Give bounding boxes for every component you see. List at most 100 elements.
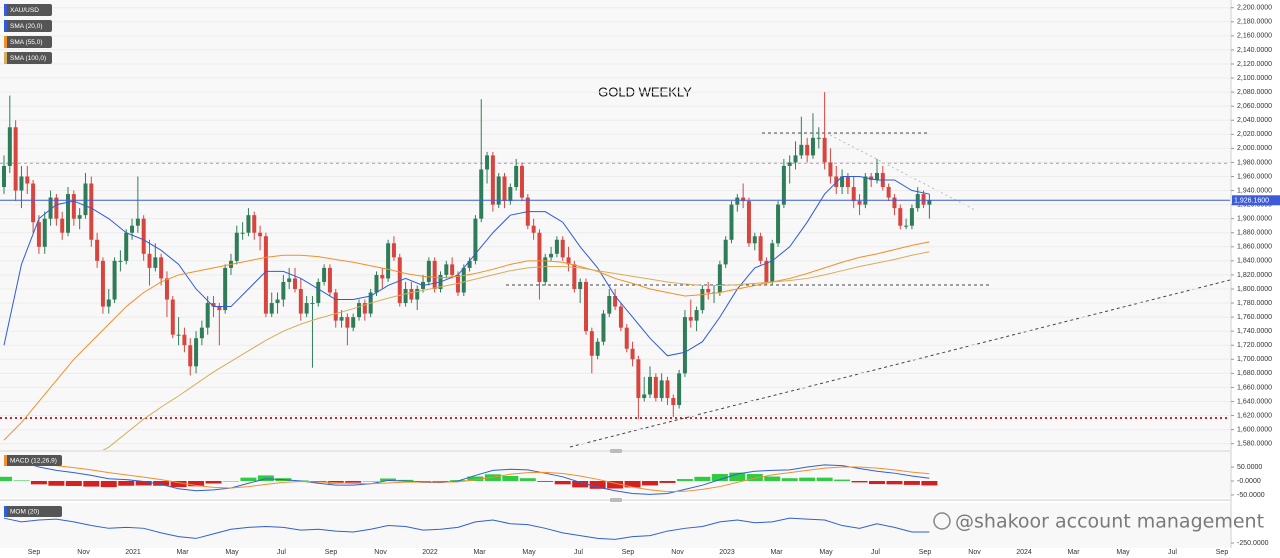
x-tick-label: 2023 (719, 549, 735, 556)
candle-body (176, 334, 181, 336)
y-tick-label: 1,600.0000 (1237, 426, 1272, 433)
y-tick-label: 2,040.0000 (1237, 117, 1272, 124)
candle-body (770, 243, 775, 282)
candle-body (694, 310, 699, 321)
candle-body (677, 373, 682, 405)
candle-body (584, 281, 588, 332)
candle-body (636, 359, 641, 398)
candle-body (106, 299, 111, 307)
candle-body (781, 165, 786, 205)
candle-body (153, 257, 158, 268)
candle-body (787, 162, 792, 166)
candle-body (886, 187, 891, 198)
pane-title: MACD (12,26,9) (10, 458, 57, 465)
candle-body (741, 197, 746, 202)
candle-body (915, 194, 920, 209)
candle-body (362, 303, 367, 314)
candle-body (630, 348, 635, 360)
candle-body (95, 239, 100, 261)
candle-body (246, 215, 251, 233)
candle-body (717, 264, 722, 293)
candle-body (415, 288, 420, 300)
legend-box[interactable] (4, 52, 52, 64)
legend-box[interactable] (4, 506, 62, 517)
legend-box[interactable] (4, 455, 62, 466)
candle-body (339, 317, 344, 321)
histogram-bar (572, 480, 589, 488)
candle-body (234, 232, 239, 261)
histogram-bar (781, 478, 798, 481)
candle-body (473, 218, 478, 261)
legend-box[interactable] (4, 20, 52, 32)
candle-body (170, 299, 175, 335)
candle-body (700, 288, 705, 311)
histogram-bar (257, 475, 274, 481)
legend-label: XAU/USD (10, 7, 39, 14)
candle-body (223, 267, 228, 311)
pane-handle[interactable] (610, 498, 622, 502)
histogram-bar (729, 472, 746, 481)
candle-body (31, 183, 36, 223)
histogram-bar (554, 480, 571, 485)
candle-body (828, 162, 833, 177)
x-tick-label: Nov (968, 549, 981, 556)
histogram-bar (502, 475, 519, 481)
legend-box[interactable] (4, 36, 52, 48)
watermark: @shakoor account management (955, 511, 1264, 533)
last-price-label: 1,926.1600 (1234, 198, 1269, 205)
y-tick-label: 1,800.0000 (1237, 286, 1272, 293)
candle-body (124, 232, 129, 261)
candle-body (595, 341, 600, 356)
candle-body (508, 187, 513, 202)
candle-body (100, 260, 105, 307)
y-tick-label: 50.0000 (1237, 464, 1262, 471)
histogram-bar (589, 480, 606, 489)
candle-body (54, 197, 59, 219)
candle-body (514, 165, 519, 188)
y-tick-label: 1,740.0000 (1237, 328, 1272, 335)
y-tick-label: 1,620.0000 (1237, 412, 1272, 419)
plot-area (2, 92, 932, 450)
candle-body (66, 194, 71, 233)
x-tick-label: Jul (1168, 549, 1177, 556)
candle-body (164, 278, 169, 300)
y-tick-label: 2,020.0000 (1237, 131, 1272, 138)
histogram-bar (711, 474, 728, 481)
y-tick-label: 1,940.0000 (1237, 187, 1272, 194)
candle-body (543, 257, 548, 282)
y-tick-label: 1,760.0000 (1237, 314, 1272, 321)
candle-body (89, 183, 94, 240)
legend-label: SMA (20,0) (10, 23, 43, 30)
candle-body (316, 281, 321, 304)
candle-body (351, 317, 356, 328)
histogram-bar (362, 480, 379, 482)
last-price-box (1232, 195, 1280, 206)
candle-body (549, 253, 554, 258)
candle-body (217, 306, 222, 311)
candle-body (519, 165, 524, 198)
candle-body (875, 172, 879, 180)
candle-body (566, 257, 571, 265)
candle-body (83, 183, 88, 216)
x-tick-label: Jul (871, 549, 880, 556)
candle-body (799, 144, 804, 156)
candle-body (764, 260, 769, 282)
pane-title: MOM (20) (10, 509, 39, 516)
candle-body (159, 257, 164, 279)
candle-body (205, 303, 210, 328)
x-tick-label: Mar (770, 549, 783, 556)
candle-body (48, 197, 53, 219)
candle-body (618, 306, 623, 328)
pane-handle[interactable] (610, 449, 622, 453)
candle-body (665, 380, 670, 398)
histogram-bar (432, 480, 449, 482)
trend-line[interactable] (829, 134, 976, 211)
mom-pane (0, 503, 1230, 548)
histogram-bar (676, 479, 693, 481)
candle-body (2, 165, 6, 188)
histogram-bar (205, 480, 222, 484)
legend-box[interactable] (4, 4, 52, 16)
candle-body (130, 225, 135, 233)
candle-body (269, 303, 274, 314)
histogram-bar (48, 480, 65, 486)
